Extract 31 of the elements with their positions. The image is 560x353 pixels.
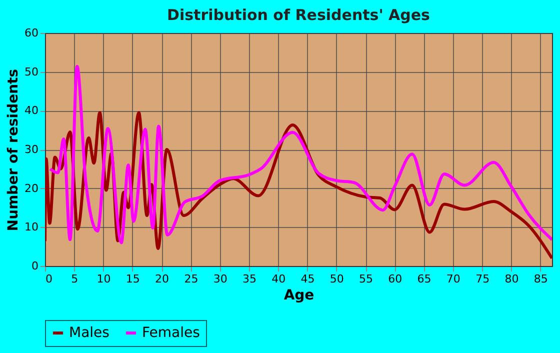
x-tick-label: 30 (213, 272, 228, 286)
legend-label: Females (142, 325, 200, 341)
y-tick-label: 40 (24, 104, 38, 118)
y-tick-label: 0 (32, 260, 38, 272)
x-tick-label: 0 (46, 272, 52, 286)
x-tick-label: 80 (504, 272, 519, 286)
x-tick-label: 85 (534, 272, 548, 286)
x-tick-label: 70 (446, 272, 460, 286)
y-tick-label: 10 (24, 220, 38, 234)
x-tick-label: 40 (272, 272, 286, 286)
y-tick-label: 60 (24, 26, 38, 40)
x-tick-label: 65 (417, 272, 432, 286)
x-tick-label: 5 (71, 272, 78, 286)
y-tick-label: 30 (24, 143, 38, 156)
x-tick-label: 20 (155, 272, 170, 286)
x-tick-label: 50 (330, 272, 344, 286)
chart-title: Distribution of Residents' Ages (167, 6, 430, 24)
y-axis-title: Number of residents (6, 68, 22, 232)
x-tick-label: 55 (359, 272, 374, 286)
x-tick-label: 35 (242, 272, 256, 286)
x-tick-label: 45 (300, 272, 315, 286)
legend-label: Males (69, 325, 110, 341)
x-tick-label: 10 (96, 272, 111, 286)
line-series (48, 64, 552, 244)
x-tick-label: 25 (184, 272, 198, 286)
x-tick-label: 60 (388, 272, 402, 286)
x-tick-label: 15 (126, 272, 140, 286)
x-axis-title: Age (284, 288, 314, 304)
y-tick-label: 20 (24, 182, 38, 195)
y-tick-label: 50 (24, 65, 38, 78)
x-tick-label: 75 (476, 272, 490, 286)
